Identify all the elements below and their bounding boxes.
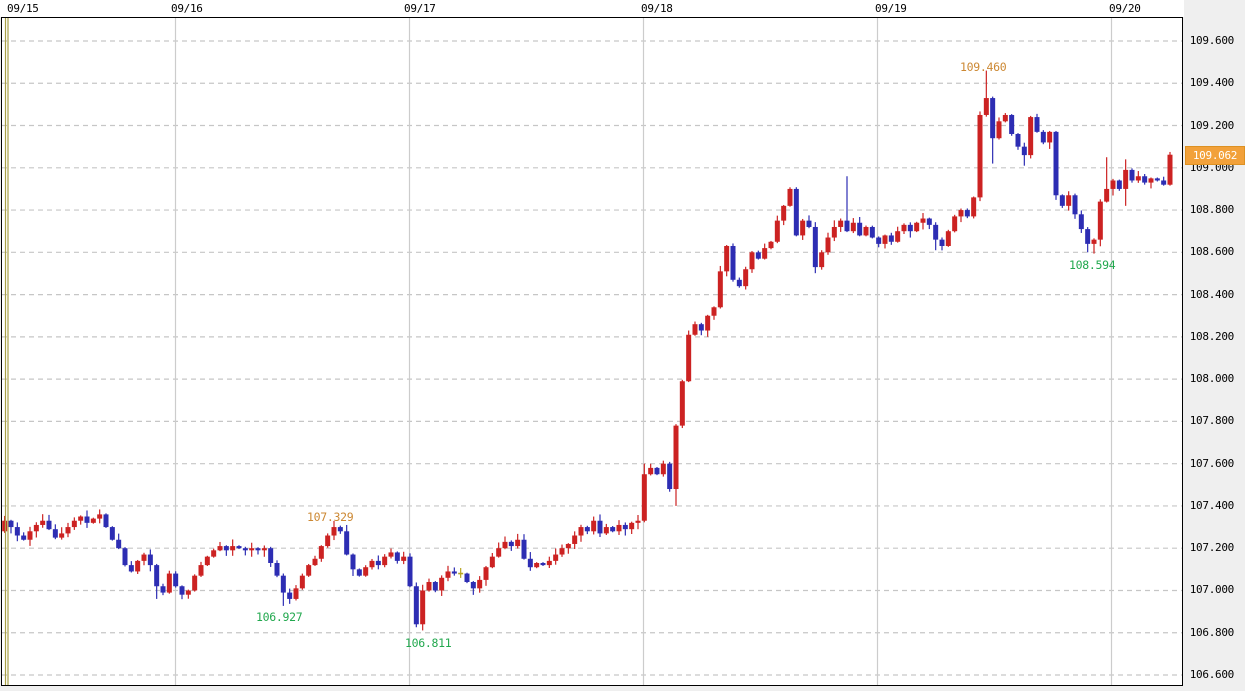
- y-axis-tick-label: 108.600: [1189, 245, 1235, 259]
- x-axis-date-label: 09/17: [404, 2, 436, 15]
- y-axis-tick-label: 109.200: [1189, 118, 1235, 132]
- y-axis-tick-label: 106.800: [1189, 625, 1235, 639]
- swing-high-label: 107.329: [307, 510, 354, 524]
- x-axis-date-label: 09/19: [875, 2, 907, 15]
- swing-low-label: 106.811: [405, 636, 452, 650]
- y-axis-tick-label: 108.400: [1189, 287, 1235, 301]
- y-axis-tick-label: 107.400: [1189, 498, 1235, 512]
- y-axis-tick-label: 107.600: [1189, 456, 1235, 470]
- x-axis-date-label: 09/16: [171, 2, 203, 15]
- current-price-badge: 109.062: [1185, 146, 1245, 165]
- swing-high-label: 109.460: [960, 60, 1007, 74]
- x-axis-date-label: 09/20: [1109, 2, 1141, 15]
- swing-low-label: 106.927: [256, 610, 303, 624]
- y-axis-tick-label: 108.200: [1189, 329, 1235, 343]
- y-axis-tick-label: 107.800: [1189, 414, 1235, 428]
- y-axis-tick-label: 108.800: [1189, 203, 1235, 217]
- x-axis-date-label: 09/15: [7, 2, 39, 15]
- x-axis-date-label: 09/18: [641, 2, 673, 15]
- y-axis-tick-label: 107.000: [1189, 583, 1235, 597]
- y-axis-tick-label: 109.400: [1189, 76, 1235, 90]
- swing-low-label: 108.594: [1069, 258, 1116, 272]
- y-axis-tick-label: 108.000: [1189, 372, 1235, 386]
- plot-area[interactable]: [1, 17, 1183, 686]
- y-axis-tick-label: 107.200: [1189, 541, 1235, 555]
- y-axis-tick-label: 109.600: [1189, 34, 1235, 47]
- top-date-axis: [0, 0, 1184, 17]
- y-axis-tick-label: 106.600: [1189, 668, 1235, 681]
